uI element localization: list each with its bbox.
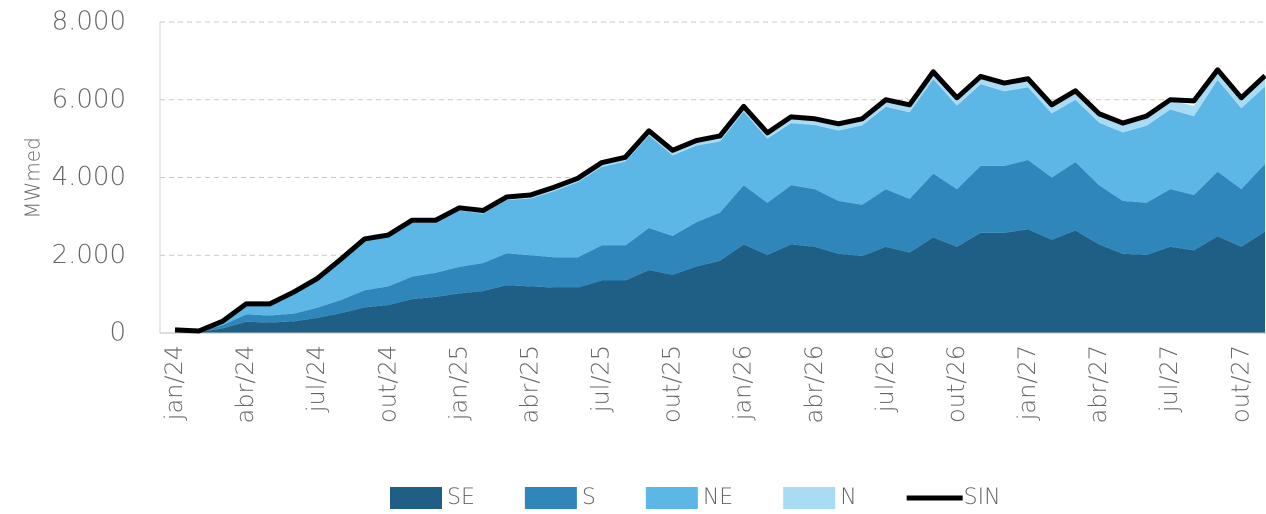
x-tick-label: out/26 xyxy=(942,345,970,423)
x-tick-label: jan/26 xyxy=(729,345,757,421)
legend-swatch xyxy=(783,487,836,509)
x-tick-label: jul/27 xyxy=(1155,345,1183,413)
legend-label: SE xyxy=(447,485,475,510)
y-tick-label: 0 xyxy=(109,318,126,348)
x-tick-label: abr/27 xyxy=(1084,345,1112,423)
y-tick-label: 6.000 xyxy=(52,84,126,114)
legend-swatch xyxy=(390,487,442,509)
line xyxy=(174,67,1266,334)
y-axis-label: MWmed xyxy=(21,137,45,219)
area xyxy=(175,160,1265,333)
legend-label: S xyxy=(582,485,596,510)
legend-swatch xyxy=(524,487,577,509)
x-tick-label: jan/24 xyxy=(160,345,188,421)
x-tick-label: abr/25 xyxy=(515,345,543,423)
legend-label: NE xyxy=(703,485,733,510)
area xyxy=(175,229,1265,333)
y-tick-label: 8.000 xyxy=(52,7,126,37)
x-tick-label: abr/26 xyxy=(800,345,828,423)
y-tick-label: 4.000 xyxy=(52,162,126,192)
x-tick-label: abr/24 xyxy=(231,345,259,423)
x-tick-label: jul/25 xyxy=(587,345,615,413)
x-tick-label: out/25 xyxy=(658,345,686,423)
y-tick-label: 2.000 xyxy=(52,240,126,270)
x-tick-label: jul/24 xyxy=(302,345,330,413)
area xyxy=(175,79,1265,332)
x-tick-label: jan/27 xyxy=(1013,345,1041,421)
x-tick-label: jul/26 xyxy=(871,345,899,413)
legend-label: SIN xyxy=(964,485,1001,510)
x-tick-label: out/27 xyxy=(1226,345,1254,423)
x-tick-label: jan/25 xyxy=(444,345,472,421)
legend-label: N xyxy=(840,485,856,510)
legend-swatch xyxy=(645,487,698,509)
x-tick-label: out/24 xyxy=(373,345,401,423)
